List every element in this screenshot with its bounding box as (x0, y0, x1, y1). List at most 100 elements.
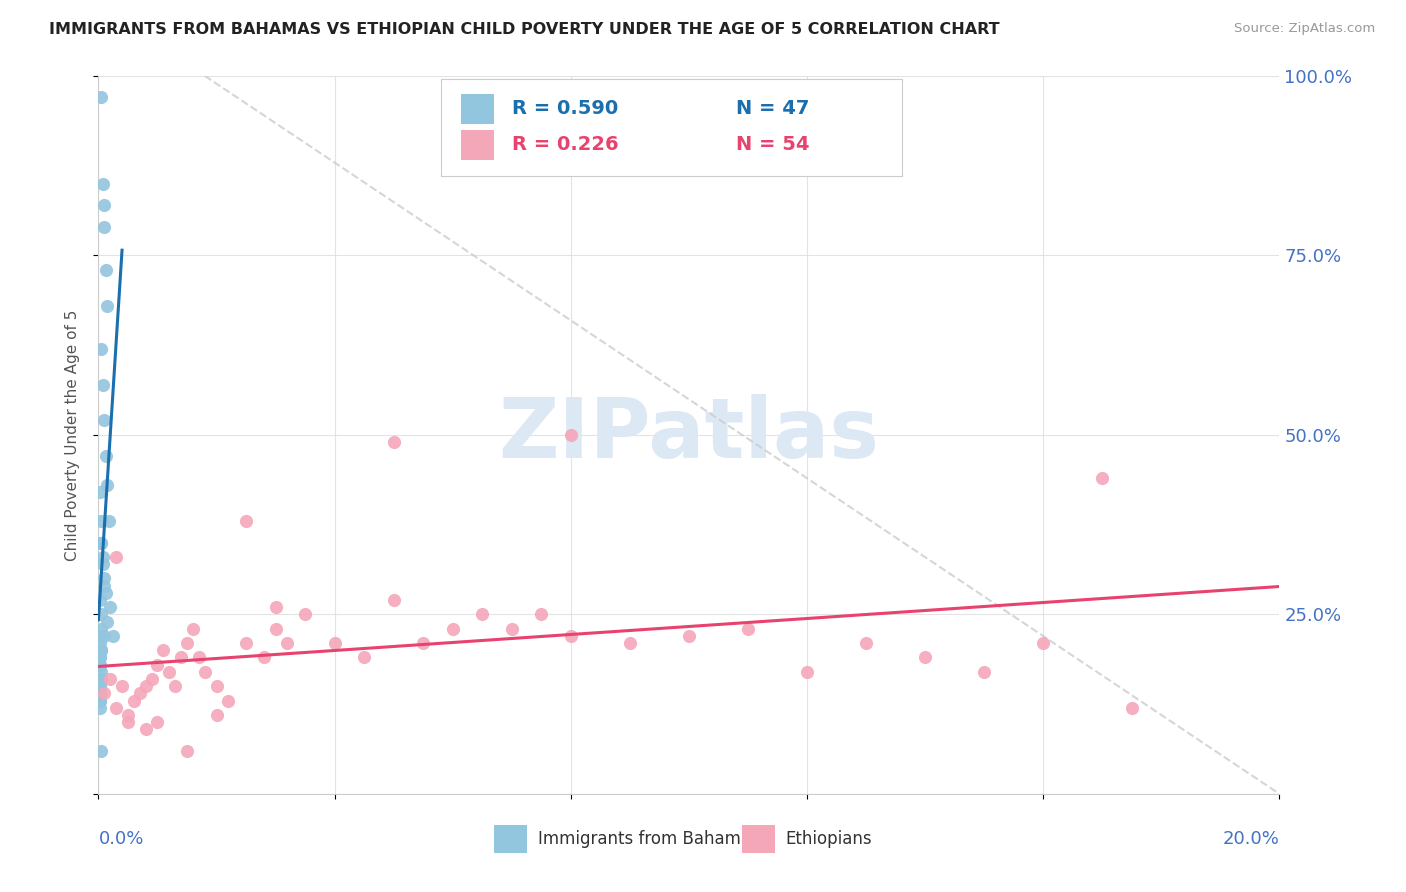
Text: N = 54: N = 54 (737, 136, 810, 154)
Point (205, 707, 228, 722)
Point (98, 672, 121, 686)
Point (117, 707, 139, 722)
Point (135, 679, 157, 693)
Point (91, 177, 114, 191)
Text: Immigrants from Bahamas: Immigrants from Bahamas (537, 830, 759, 848)
FancyBboxPatch shape (441, 79, 901, 177)
Point (194, 665, 217, 679)
Point (235, 514, 257, 528)
Point (96, 478, 118, 492)
Point (205, 679, 228, 693)
Point (89, 650, 111, 665)
Point (117, 715, 139, 730)
FancyBboxPatch shape (461, 129, 494, 160)
Text: N = 47: N = 47 (737, 99, 810, 119)
Point (89, 629, 111, 643)
Point (90, 672, 112, 686)
Point (90, 665, 112, 679)
Point (111, 679, 134, 693)
Point (94, 450, 117, 464)
Point (89, 679, 111, 693)
Point (89, 657, 111, 672)
Point (89, 686, 111, 700)
Text: 0.0%: 0.0% (98, 830, 143, 848)
Point (152, 643, 174, 657)
Point (157, 665, 180, 679)
Point (1121, 700, 1143, 714)
Text: R = 0.590: R = 0.590 (512, 99, 619, 119)
Point (146, 715, 169, 730)
Point (89, 693, 111, 707)
Point (973, 665, 995, 679)
Point (678, 629, 700, 643)
Point (176, 744, 198, 758)
Point (471, 607, 494, 622)
Point (855, 636, 877, 650)
Point (103, 629, 125, 643)
Point (89, 593, 111, 607)
Point (382, 593, 405, 607)
Point (264, 622, 287, 636)
Point (93, 198, 115, 212)
Point (146, 657, 169, 672)
Point (253, 650, 276, 665)
Point (93, 579, 115, 593)
Point (89, 485, 111, 500)
Point (90, 744, 112, 758)
Point (98, 514, 121, 528)
Point (90, 535, 112, 549)
Point (96, 615, 118, 629)
Point (91, 549, 114, 564)
Point (170, 650, 193, 665)
Point (94, 262, 117, 277)
Y-axis label: Child Poverty Under the Age of 5: Child Poverty Under the Age of 5 (65, 310, 80, 560)
Point (412, 636, 434, 650)
Point (530, 607, 553, 622)
Point (89, 629, 111, 643)
FancyBboxPatch shape (494, 825, 527, 853)
Point (90, 535, 112, 549)
Point (93, 571, 115, 585)
Text: Source: ZipAtlas.com: Source: ZipAtlas.com (1234, 22, 1375, 36)
Point (93, 686, 115, 700)
Point (560, 629, 582, 643)
Point (128, 686, 150, 700)
Point (90, 622, 112, 636)
Point (90, 514, 112, 528)
Text: Ethiopians: Ethiopians (786, 830, 872, 848)
Point (96, 299, 118, 313)
Point (98, 600, 121, 615)
Point (619, 636, 641, 650)
Point (1032, 636, 1054, 650)
Point (93, 629, 115, 643)
Point (323, 636, 346, 650)
FancyBboxPatch shape (742, 825, 775, 853)
Point (89, 636, 111, 650)
Point (382, 435, 405, 450)
Point (165, 679, 187, 693)
Point (90, 90, 112, 104)
Point (89, 657, 111, 672)
Point (187, 650, 209, 665)
Point (91, 377, 114, 392)
FancyBboxPatch shape (461, 94, 494, 124)
Point (501, 622, 523, 636)
Point (89, 672, 111, 686)
Point (91, 557, 114, 571)
Point (217, 693, 239, 707)
Point (235, 636, 257, 650)
Point (353, 650, 375, 665)
Text: ZIPatlas: ZIPatlas (499, 394, 879, 475)
Text: IMMIGRANTS FROM BAHAMAS VS ETHIOPIAN CHILD POVERTY UNDER THE AGE OF 5 CORRELATIO: IMMIGRANTS FROM BAHAMAS VS ETHIOPIAN CHI… (49, 22, 1000, 37)
Point (441, 622, 464, 636)
Point (1091, 471, 1114, 485)
Point (105, 700, 128, 714)
Point (89, 679, 111, 693)
Point (94, 586, 117, 600)
Point (796, 665, 818, 679)
Point (105, 549, 128, 564)
Point (89, 700, 111, 714)
Point (560, 427, 582, 442)
Point (276, 636, 298, 650)
Point (141, 672, 163, 686)
